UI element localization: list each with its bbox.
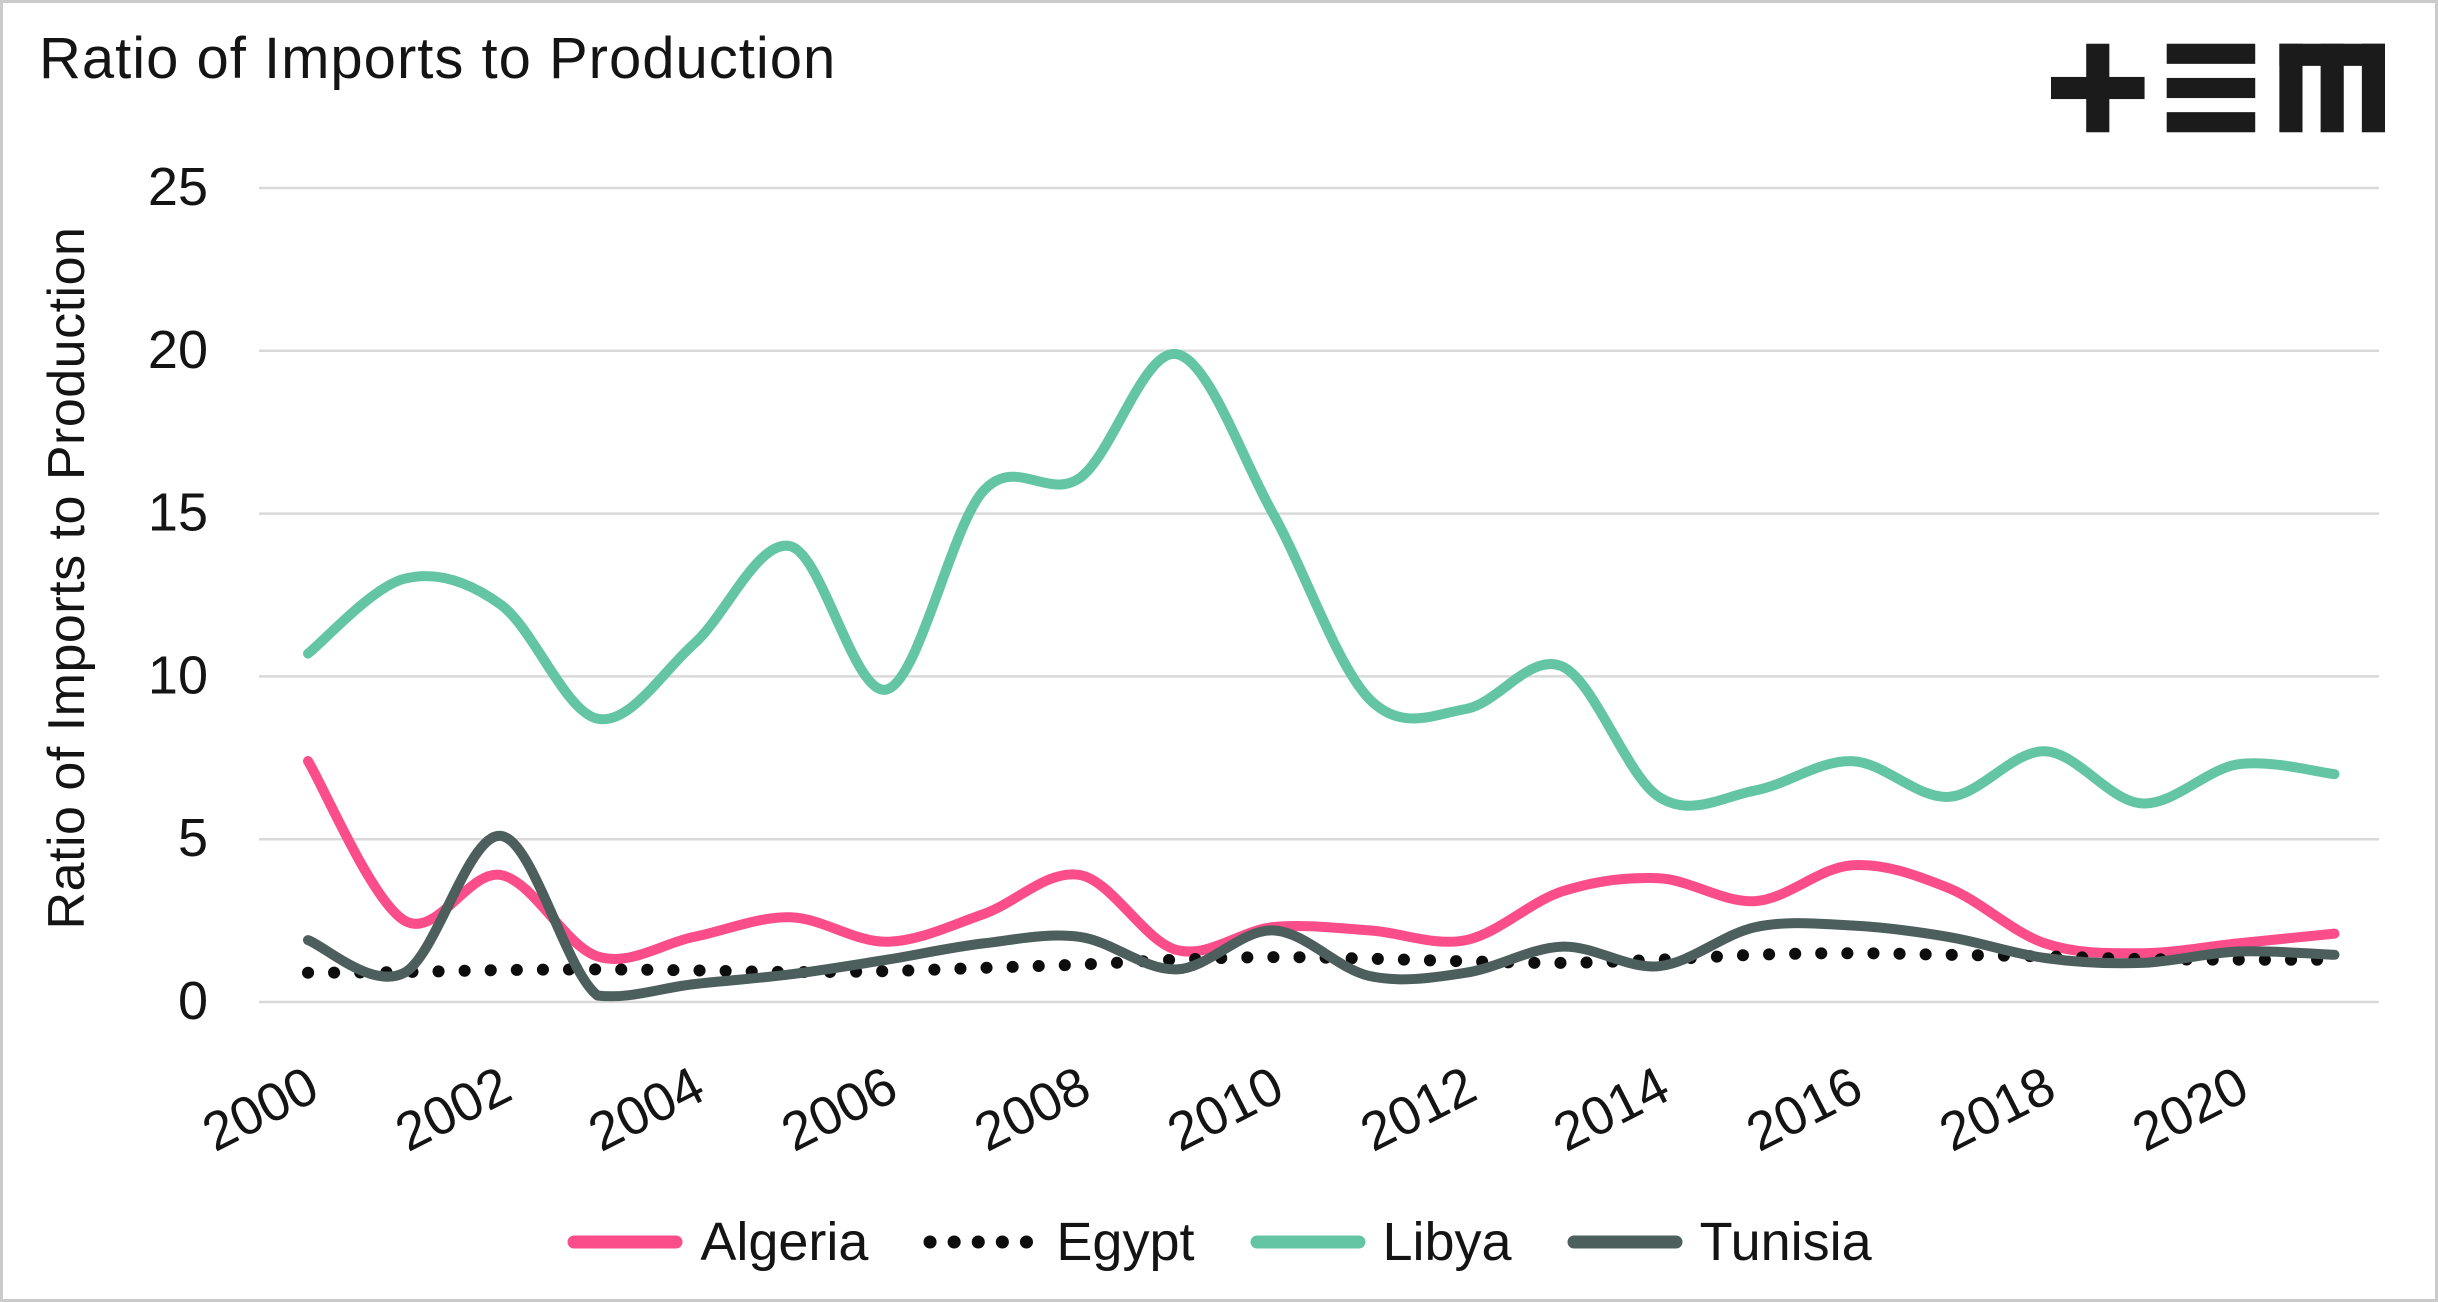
plus-bars-m-logo	[2051, 43, 2385, 133]
legend-item-algeria: Algeria	[566, 1211, 868, 1273]
legend-swatch-tunisia	[1567, 1235, 1683, 1249]
logo-bar-middle	[2166, 77, 2256, 99]
x-tick-label-2004: 2004	[579, 1055, 713, 1163]
y-tick-label-0: 0	[178, 971, 208, 1031]
legend-label-tunisia: Tunisia	[1699, 1212, 1872, 1272]
series-line-algeria	[303, 756, 2340, 964]
series-line-libya	[303, 349, 2340, 811]
legend-swatch-algeria	[567, 1235, 683, 1249]
logo-m-leg-left	[2279, 43, 2303, 133]
x-tick-label-2008: 2008	[965, 1055, 1099, 1163]
x-tick-label-2006: 2006	[772, 1055, 906, 1163]
y-tick-label-20: 20	[148, 320, 208, 380]
series-line-tunisia	[303, 830, 2340, 1002]
x-tick-label-2020: 2020	[2123, 1055, 2257, 1163]
logo-plus-vertical	[2086, 43, 2110, 133]
x-tick-label-2012: 2012	[1351, 1055, 1485, 1163]
logo-m-leg-middle	[2320, 43, 2344, 133]
y-tick-label-15: 15	[148, 483, 208, 543]
x-tick-label-2010: 2010	[1158, 1055, 1292, 1163]
legend-label-libya: Libya	[1382, 1212, 1512, 1272]
logo-m-leg-right	[2361, 43, 2385, 133]
series-layer	[302, 349, 2341, 1002]
logo-bar-top	[2166, 43, 2256, 64]
x-tick-label-2016: 2016	[1737, 1055, 1871, 1163]
y-tick-label-25: 25	[148, 157, 208, 217]
x-tick-label-2014: 2014	[1544, 1055, 1678, 1163]
y-tick-label-10: 10	[148, 645, 208, 705]
legend: Algeria Egypt Libya Tunisia	[3, 1211, 2435, 1273]
legend-item-libya: Libya	[1249, 1211, 1512, 1273]
x-tick-label-2018: 2018	[1930, 1055, 2064, 1163]
legend-swatch-egypt	[923, 1235, 1039, 1249]
y-tick-label-5: 5	[178, 808, 208, 868]
legend-swatch-libya	[1250, 1235, 1365, 1249]
legend-item-tunisia: Tunisia	[1566, 1211, 1872, 1273]
grid-layer	[259, 186, 2379, 1004]
axis-layer: 0 5 10 15 20 25 2000 2002 2004 2006 2008 2010 2012 20…	[148, 157, 2258, 1163]
chart-plot-area: 0 5 10 15 20 25 2000 2002 2004 2006 2008 2010 2012 20…	[148, 157, 2379, 1163]
series-line-egypt	[302, 947, 2341, 979]
legend-item-egypt: Egypt	[922, 1211, 1195, 1273]
x-tick-label-2000: 2000	[193, 1055, 327, 1163]
legend-label-algeria: Algeria	[700, 1212, 869, 1272]
x-tick-label-2002: 2002	[386, 1055, 520, 1163]
logo-bar-bottom	[2166, 112, 2256, 133]
chart-title: Ratio of Imports to Production	[39, 26, 837, 91]
legend-label-egypt: Egypt	[1056, 1212, 1195, 1272]
